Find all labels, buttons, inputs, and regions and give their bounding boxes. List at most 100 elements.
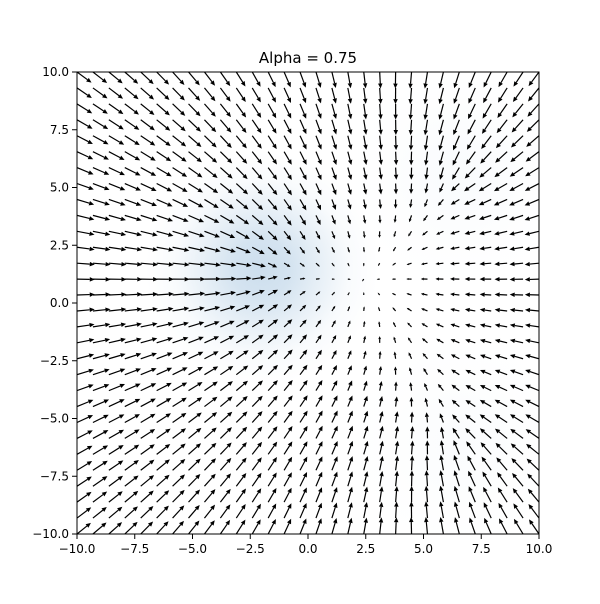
vector-arrow <box>109 338 126 343</box>
vector-arrow <box>284 136 292 150</box>
vector-arrow <box>125 136 140 145</box>
vector-arrow <box>450 308 459 312</box>
vector-arrow <box>141 522 153 534</box>
vector-arrow <box>204 104 215 117</box>
vector-arrow <box>268 519 276 534</box>
vector-arrow <box>141 184 157 191</box>
vector-arrow <box>348 365 352 374</box>
vector-arrow <box>157 368 172 375</box>
vector-arrow <box>109 307 126 311</box>
x-tick-label: −10.0 <box>59 542 96 556</box>
vector-arrow <box>252 104 261 118</box>
vector-arrow <box>157 398 172 406</box>
vector-arrow <box>300 120 306 134</box>
vector-arrow <box>252 519 260 534</box>
vector-arrow <box>284 411 293 423</box>
vector-arrow <box>268 488 276 502</box>
vector-arrow <box>236 104 246 118</box>
vector-arrow <box>348 487 353 502</box>
vector-arrow <box>204 397 217 407</box>
vector-arrow <box>284 519 291 534</box>
vector-arrow <box>407 308 412 311</box>
vector-arrow <box>300 487 307 502</box>
vector-arrow <box>252 426 262 438</box>
vector-arrow <box>173 136 187 147</box>
vector-arrow <box>236 520 245 534</box>
vector-arrow <box>157 72 169 85</box>
vector-arrow <box>332 152 337 165</box>
vector-arrow <box>125 277 143 282</box>
vector-arrow <box>525 323 539 327</box>
vector-arrow <box>109 323 126 327</box>
vector-arrow <box>510 292 523 296</box>
vector-arrow <box>173 104 186 116</box>
y-tick-label: 7.5 <box>50 123 69 137</box>
vector-arrow <box>125 152 140 161</box>
vector-arrow <box>93 277 111 282</box>
vector-arrow <box>157 444 171 454</box>
vector-arrow <box>252 457 262 470</box>
vector-arrow <box>125 322 142 327</box>
vector-arrow <box>316 88 322 103</box>
vector-arrow <box>93 72 107 83</box>
vector-arrow <box>189 443 202 454</box>
x-tick-label: −2.5 <box>236 542 265 556</box>
vector-arrow <box>157 413 171 422</box>
vector-arrow <box>204 474 215 487</box>
vector-arrow <box>236 72 245 86</box>
vector-arrow <box>77 104 92 114</box>
vector-arrow <box>392 293 396 295</box>
vector-arrow <box>109 445 124 454</box>
vector-arrow <box>284 472 292 486</box>
vector-arrow <box>510 323 523 327</box>
vector-arrow <box>109 292 127 296</box>
vector-arrow <box>220 396 232 406</box>
vector-arrow <box>125 445 139 455</box>
vector-arrow <box>93 338 110 343</box>
vector-arrow <box>392 307 395 311</box>
vector-arrow <box>109 277 127 282</box>
vector-arrow <box>332 472 338 487</box>
vector-arrow <box>480 292 492 296</box>
vector-arrow <box>77 323 95 327</box>
x-tick-label: −5.0 <box>178 542 207 556</box>
vector-arrow <box>332 518 337 534</box>
vector-arrow <box>332 502 338 518</box>
vector-arrow <box>220 458 231 470</box>
vector-arrow <box>316 472 322 486</box>
vector-arrow <box>93 199 110 205</box>
vector-arrow <box>109 507 123 518</box>
vector-arrow <box>77 292 95 296</box>
vector-arrow <box>125 215 142 221</box>
vector-arrow <box>125 338 142 343</box>
vector-arrow <box>189 505 200 518</box>
vector-arrow <box>332 136 337 150</box>
vector-arrow <box>93 184 110 191</box>
vector-arrow <box>141 215 158 221</box>
vector-arrow <box>316 487 322 502</box>
y-tick-label: −2.5 <box>40 354 69 368</box>
vector-arrow <box>525 308 539 312</box>
vector-arrow <box>109 88 123 99</box>
vector-arrow <box>407 323 411 327</box>
vector-arrow <box>173 413 187 423</box>
vector-arrow <box>93 461 108 471</box>
vector-arrow <box>300 519 306 534</box>
vector-arrow <box>189 88 201 101</box>
vector-arrow <box>93 523 107 535</box>
vector-arrow <box>157 136 171 146</box>
vector-arrow <box>252 88 261 102</box>
vector-arrow <box>332 487 338 502</box>
vector-arrow <box>348 518 353 534</box>
vector-arrow <box>141 199 157 206</box>
vector-arrow <box>316 152 322 165</box>
vector-arrow <box>109 353 126 359</box>
vector-arrow <box>252 136 262 149</box>
vector-arrow <box>236 427 247 439</box>
vector-arrow <box>125 368 141 374</box>
vector-arrow <box>173 474 185 486</box>
vector-arrow <box>284 120 291 134</box>
vector-arrow <box>332 88 337 104</box>
vector-arrow <box>77 461 92 470</box>
